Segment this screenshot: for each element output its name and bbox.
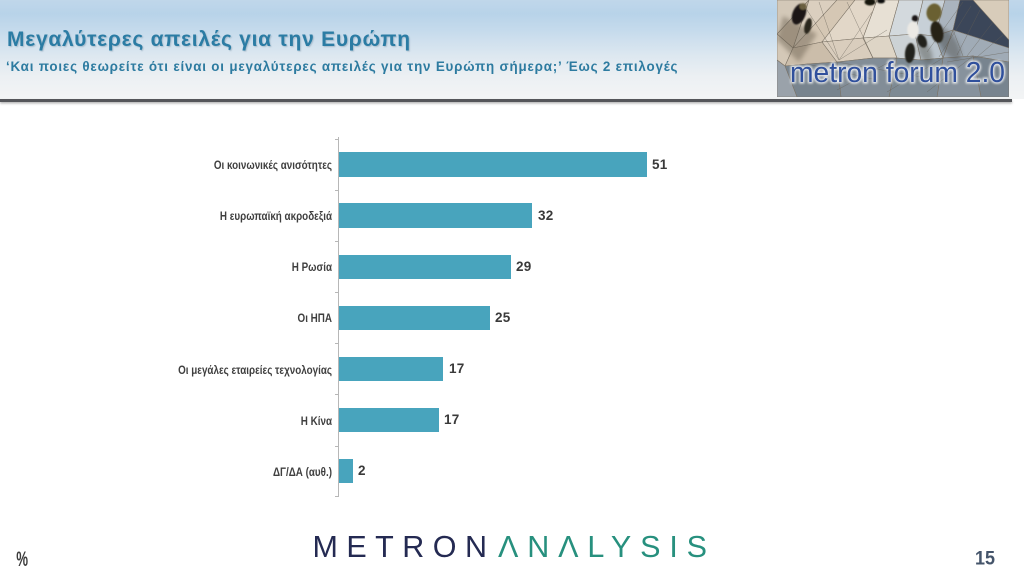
svg-text:%: %: [16, 548, 28, 571]
svg-text:15: 15: [975, 549, 995, 570]
svg-text:METRON: METRON: [313, 530, 488, 564]
svg-text:metron forum 2.0: metron forum 2.0: [790, 57, 1005, 89]
svg-text:metron forum 2.0: metron forum 2.0: [790, 57, 1005, 89]
svg-text:ΛNΛLYSIS: ΛNΛLYSIS: [498, 530, 707, 564]
